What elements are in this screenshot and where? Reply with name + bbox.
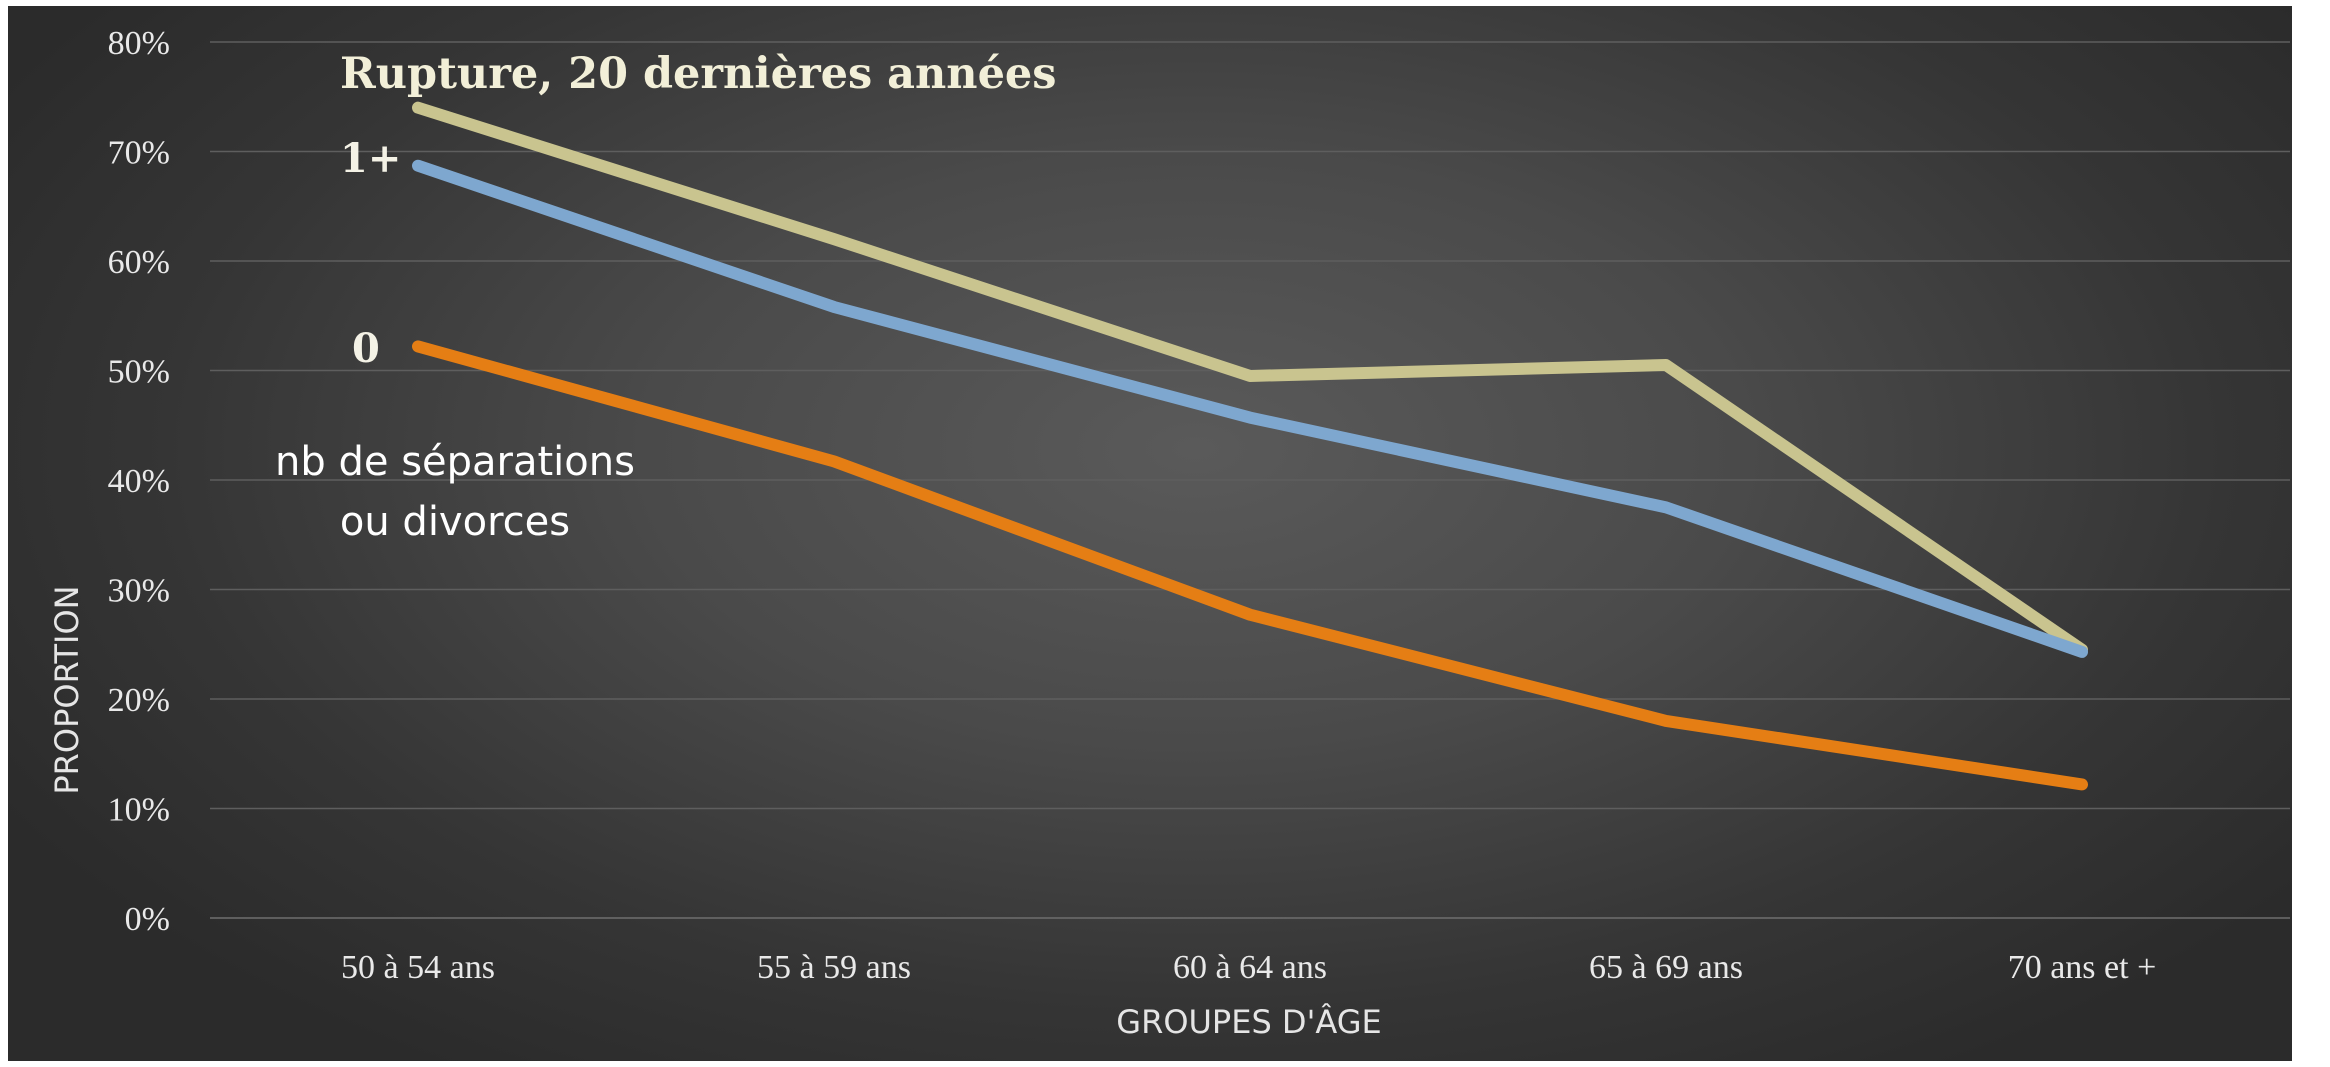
data-point [1665,506,1667,509]
y-tick-label: 10% [108,792,170,829]
data-point [1665,364,1667,367]
x-tick-label: 60 à 64 ans [1173,949,1327,986]
y-axis-title: PROPORTION [48,585,86,794]
x-tick-labels: 50 à 54 ans 55 à 59 ans 60 à 64 ans 65 à 69… [341,949,2156,986]
y-tick-label: 60% [108,244,170,281]
y-tick-label: 70% [108,135,170,172]
y-tick-label: 50% [108,354,170,391]
data-point [833,305,835,308]
data-point [2081,783,2083,786]
y-tick-label: 30% [108,573,170,610]
x-tick-label: 50 à 54 ans [341,949,495,986]
data-point [1665,719,1667,722]
data-point [417,164,419,167]
y-tick-label: 20% [108,682,170,719]
data-point [1249,613,1251,616]
y-tick-labels: 0% 10% 20% 30% 40% 50% 60% 70% 80% [108,25,170,938]
series-lines [412,101,2088,791]
series-label-1plus: 1+ [340,135,401,182]
chart-title: Rupture, 20 dernières années [340,49,1057,99]
x-tick-label: 55 à 59 ans [757,949,911,986]
annotation-line-1: nb de séparations [275,439,635,485]
data-point [1249,416,1251,419]
annotation-line-2: ou divorces [340,499,570,545]
y-tick-label: 0% [125,901,170,938]
y-tick-label: 80% [108,25,170,62]
data-point [2081,650,2083,653]
x-tick-label: 70 ans et + [2008,949,2157,986]
data-point [833,460,835,463]
data-point [417,345,419,348]
data-point [833,238,835,241]
x-tick-label: 65 à 69 ans [1589,949,1743,986]
data-point [417,106,419,109]
y-tick-label: 40% [108,463,170,500]
data-point [1249,374,1251,377]
series-label-0: 0 [352,325,380,372]
series-line-1plus [412,159,2088,658]
x-axis-title: GROUPES D'ÂGE [1116,1003,1381,1041]
